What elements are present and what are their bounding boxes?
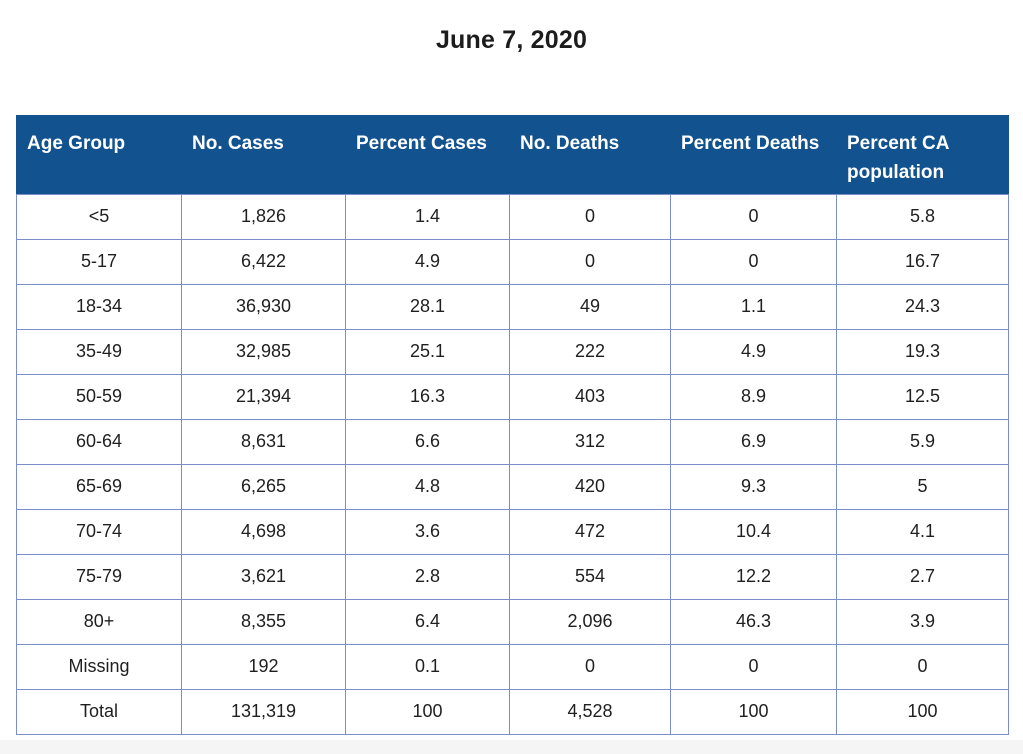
column-header: Percent CA population bbox=[836, 115, 1009, 195]
value-cell: 49 bbox=[509, 283, 671, 330]
value-cell: 0 bbox=[670, 193, 837, 240]
value-cell: 6,422 bbox=[181, 238, 346, 285]
table-row: 18-34 36,930 28.1 49 1.1 24.3 bbox=[16, 283, 1009, 330]
value-cell: 222 bbox=[509, 328, 671, 375]
value-cell: 21,394 bbox=[181, 373, 346, 420]
column-header: Age Group bbox=[16, 115, 182, 195]
value-cell: 5.8 bbox=[836, 193, 1009, 240]
value-cell: 3.9 bbox=[836, 598, 1009, 645]
value-cell: 0 bbox=[670, 238, 837, 285]
value-cell: 19.3 bbox=[836, 328, 1009, 375]
value-cell: 3.6 bbox=[345, 508, 510, 555]
age-group-cell: 75-79 bbox=[16, 553, 182, 600]
value-cell: 8.9 bbox=[670, 373, 837, 420]
value-cell: 131,319 bbox=[181, 688, 346, 735]
value-cell: 8,355 bbox=[181, 598, 346, 645]
value-cell: 0 bbox=[509, 193, 671, 240]
age-group-cell: 65-69 bbox=[16, 463, 182, 510]
value-cell: 6,265 bbox=[181, 463, 346, 510]
column-header: No. Cases bbox=[181, 115, 346, 195]
value-cell: 12.2 bbox=[670, 553, 837, 600]
table-row: Total 131,319 100 4,528 100 100 bbox=[16, 688, 1009, 735]
table-row: 5-17 6,422 4.9 0 0 16.7 bbox=[16, 238, 1009, 285]
value-cell: 28.1 bbox=[345, 283, 510, 330]
value-cell: 3,621 bbox=[181, 553, 346, 600]
value-cell: 0 bbox=[836, 643, 1009, 690]
value-cell: 192 bbox=[181, 643, 346, 690]
value-cell: 36,930 bbox=[181, 283, 346, 330]
table-row: 70-74 4,698 3.6 472 10.4 4.1 bbox=[16, 508, 1009, 555]
value-cell: 100 bbox=[670, 688, 837, 735]
value-cell: 4.1 bbox=[836, 508, 1009, 555]
value-cell: 6.9 bbox=[670, 418, 837, 465]
column-header: Percent Deaths bbox=[670, 115, 837, 195]
value-cell: 5 bbox=[836, 463, 1009, 510]
value-cell: 0.1 bbox=[345, 643, 510, 690]
table-header-row: Age Group No. Cases Percent Cases No. Death… bbox=[16, 115, 1009, 195]
value-cell: 46.3 bbox=[670, 598, 837, 645]
value-cell: 16.3 bbox=[345, 373, 510, 420]
age-group-cell: <5 bbox=[16, 193, 182, 240]
value-cell: 1.1 bbox=[670, 283, 837, 330]
value-cell: 0 bbox=[509, 238, 671, 285]
age-group-cell: 18-34 bbox=[16, 283, 182, 330]
value-cell: 312 bbox=[509, 418, 671, 465]
value-cell: 2,096 bbox=[509, 598, 671, 645]
table-row: Missing 192 0.1 0 0 0 bbox=[16, 643, 1009, 690]
bottom-strip bbox=[0, 740, 1023, 754]
table-row: 75-79 3,621 2.8 554 12.2 2.7 bbox=[16, 553, 1009, 600]
table-row: 80+ 8,355 6.4 2,096 46.3 3.9 bbox=[16, 598, 1009, 645]
value-cell: 6.6 bbox=[345, 418, 510, 465]
age-group-cell: Missing bbox=[16, 643, 182, 690]
age-group-cell: 60-64 bbox=[16, 418, 182, 465]
table-row: 50-59 21,394 16.3 403 8.9 12.5 bbox=[16, 373, 1009, 420]
column-header: No. Deaths bbox=[509, 115, 671, 195]
value-cell: 0 bbox=[670, 643, 837, 690]
value-cell: 1,826 bbox=[181, 193, 346, 240]
value-cell: 420 bbox=[509, 463, 671, 510]
value-cell: 4.9 bbox=[345, 238, 510, 285]
value-cell: 10.4 bbox=[670, 508, 837, 555]
value-cell: 24.3 bbox=[836, 283, 1009, 330]
value-cell: 1.4 bbox=[345, 193, 510, 240]
column-header: Percent Cases bbox=[345, 115, 510, 195]
value-cell: 403 bbox=[509, 373, 671, 420]
value-cell: 6.4 bbox=[345, 598, 510, 645]
value-cell: 12.5 bbox=[836, 373, 1009, 420]
value-cell: 2.7 bbox=[836, 553, 1009, 600]
value-cell: 9.3 bbox=[670, 463, 837, 510]
table-body: <5 1,826 1.4 0 0 5.8 5-17 6,422 4.9 0 0 16.7 18-34 36… bbox=[16, 193, 1009, 735]
value-cell: 8,631 bbox=[181, 418, 346, 465]
page-title: June 7, 2020 bbox=[435, 26, 588, 54]
table-row: 35-49 32,985 25.1 222 4.9 19.3 bbox=[16, 328, 1009, 375]
value-cell: 16.7 bbox=[836, 238, 1009, 285]
value-cell: 2.8 bbox=[345, 553, 510, 600]
value-cell: 554 bbox=[509, 553, 671, 600]
table-row: 60-64 8,631 6.6 312 6.9 5.9 bbox=[16, 418, 1009, 465]
age-group-cell: Total bbox=[16, 688, 182, 735]
age-group-cell: 80+ bbox=[16, 598, 182, 645]
value-cell: 100 bbox=[345, 688, 510, 735]
value-cell: 5.9 bbox=[836, 418, 1009, 465]
value-cell: 4.9 bbox=[670, 328, 837, 375]
age-group-cell: 50-59 bbox=[16, 373, 182, 420]
value-cell: 25.1 bbox=[345, 328, 510, 375]
value-cell: 472 bbox=[509, 508, 671, 555]
cases-by-age-table: Age Group No. Cases Percent Cases No. Death… bbox=[16, 115, 1009, 735]
table-row: <5 1,826 1.4 0 0 5.8 bbox=[16, 193, 1009, 240]
value-cell: 0 bbox=[509, 643, 671, 690]
value-cell: 4.8 bbox=[345, 463, 510, 510]
age-group-cell: 5-17 bbox=[16, 238, 182, 285]
table-row: 65-69 6,265 4.8 420 9.3 5 bbox=[16, 463, 1009, 510]
value-cell: 4,698 bbox=[181, 508, 346, 555]
value-cell: 100 bbox=[836, 688, 1009, 735]
age-group-cell: 35-49 bbox=[16, 328, 182, 375]
age-group-cell: 70-74 bbox=[16, 508, 182, 555]
value-cell: 4,528 bbox=[509, 688, 671, 735]
value-cell: 32,985 bbox=[181, 328, 346, 375]
